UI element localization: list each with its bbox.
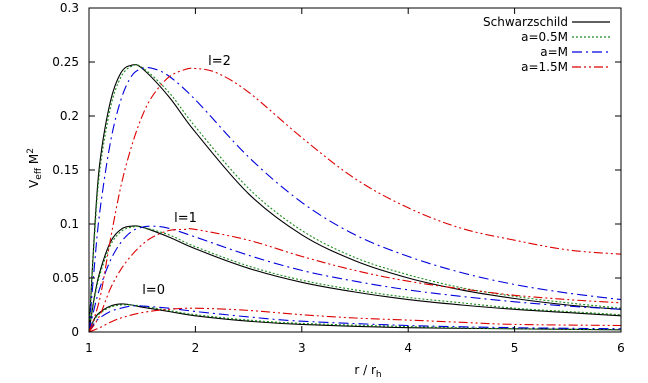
y-tick-label: 0.05 <box>52 271 79 285</box>
annotation-label: l=2 <box>208 54 231 69</box>
legend-label: a=0.5M <box>521 30 568 44</box>
y-tick-label: 0.2 <box>60 109 79 123</box>
axis-ticks: 1 2 3 4 5 6 0 0.05 0.1 0.15 0.2 0.25 0.3 <box>52 1 625 355</box>
y-tick-label: 0 <box>71 325 79 339</box>
curves <box>88 64 622 333</box>
legend-label: a=1.5M <box>521 60 568 74</box>
x-tick-label: 6 <box>617 341 625 355</box>
x-axis-label-subscript: h <box>376 370 382 380</box>
x-tick-label: 5 <box>511 341 519 355</box>
y-axis-label-rest: M <box>27 154 41 168</box>
x-tick-label: 1 <box>85 341 93 355</box>
legend-label: a=M <box>540 45 568 59</box>
x-tick-label: 2 <box>192 341 200 355</box>
series-line-schwarzschild-l2 <box>88 64 622 333</box>
y-axis-label-superscript: 2 <box>26 148 36 154</box>
y-tick-label: 0.3 <box>60 1 79 15</box>
series-line-schwarzschild-l1 <box>88 225 622 333</box>
curve-annotations: l=2 l=1 l=0 <box>142 54 231 298</box>
legend-label: Schwarzschild <box>483 15 568 29</box>
series-line-a-0-5m-l1 <box>88 225 622 333</box>
y-tick-label: 0.15 <box>52 163 79 177</box>
series-line-a-1-5m-l2 <box>88 67 622 333</box>
series-line-a-0-5m-l0 <box>88 304 622 333</box>
series-line-a-m-l1 <box>88 225 622 333</box>
y-axis-title: Veff M2 <box>26 148 44 188</box>
series-line-a-0-5m-l2 <box>88 64 622 333</box>
y-axis-label: V <box>27 179 41 188</box>
annotation-label: l=1 <box>174 211 197 226</box>
x-tick-label: 3 <box>298 341 306 355</box>
series-line-a-1-5m-l0 <box>88 307 622 333</box>
annotation-label: l=0 <box>142 283 165 298</box>
y-axis-label-subscript: eff <box>34 167 44 180</box>
y-tick-label: 0.1 <box>60 217 79 231</box>
x-axis-label: r / r <box>354 363 376 377</box>
series-line-a-1-5m-l1 <box>88 228 622 333</box>
x-tick-label: 4 <box>404 341 412 355</box>
series-line-a-m-l0 <box>88 305 622 333</box>
series-line-a-m-l2 <box>88 66 622 333</box>
y-tick-label: 0.25 <box>52 55 79 69</box>
x-axis-title: r / rh <box>354 363 381 380</box>
